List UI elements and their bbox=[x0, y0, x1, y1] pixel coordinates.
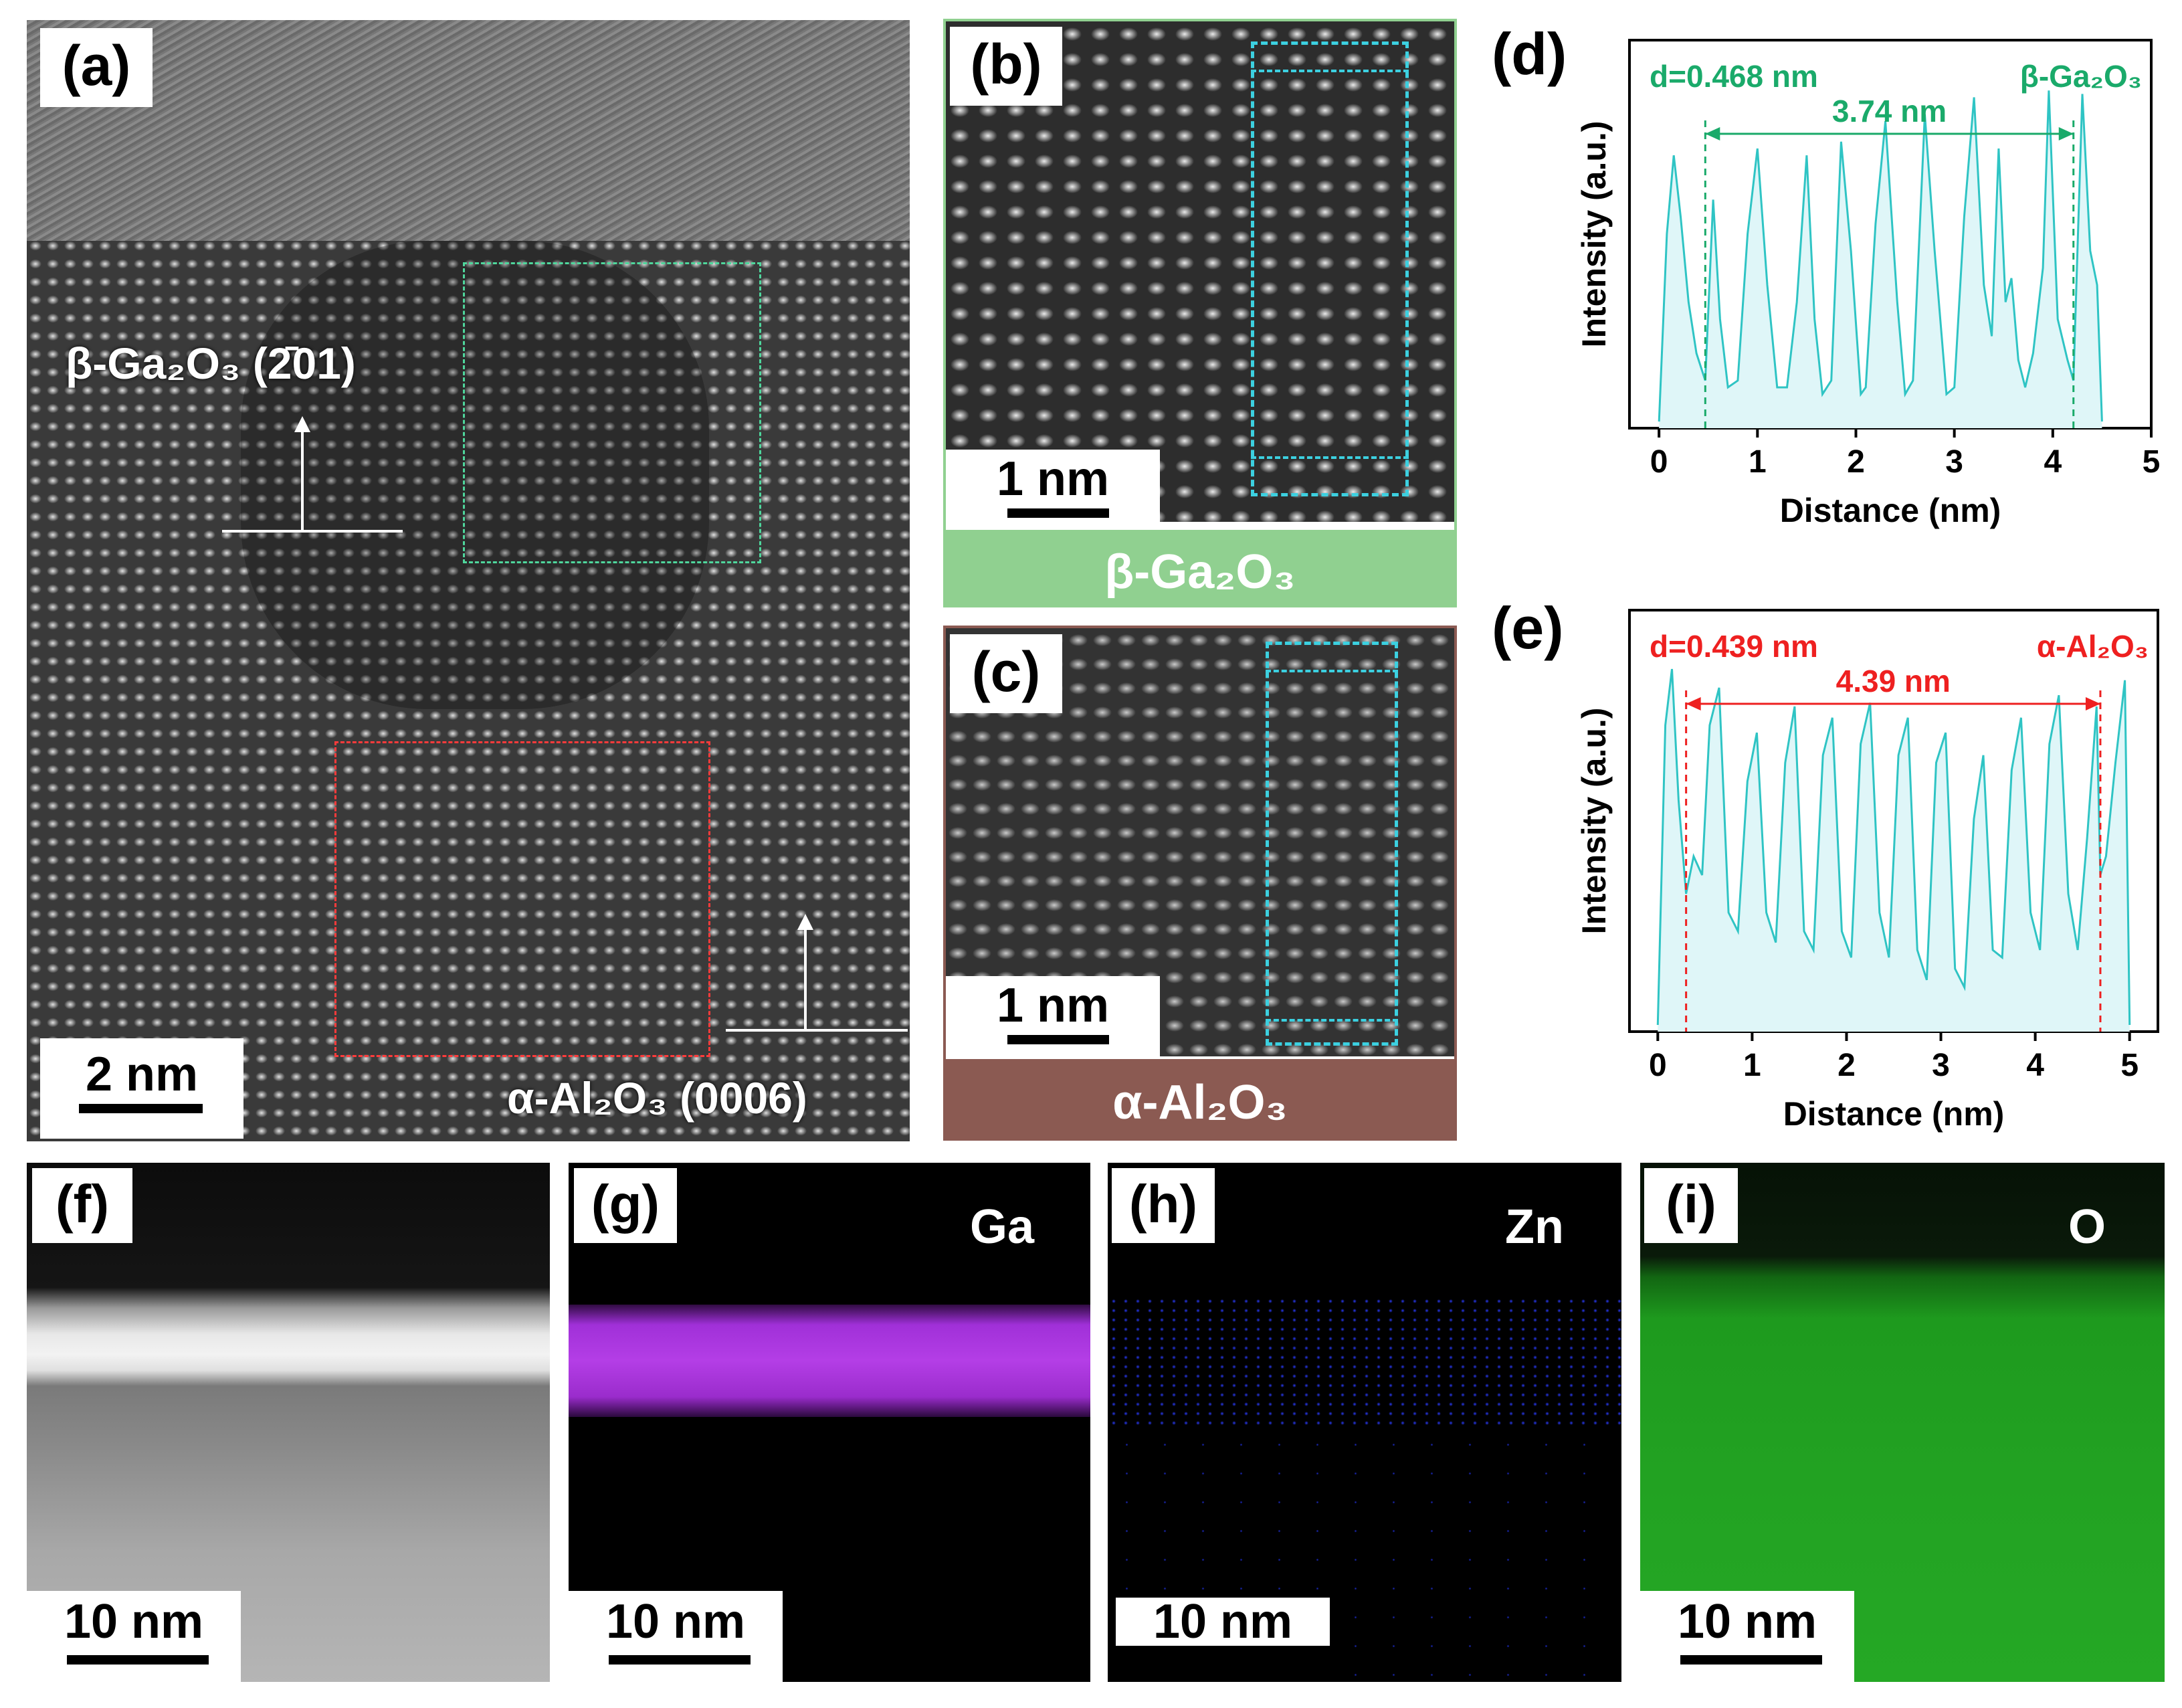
alpha-direction-arrow bbox=[804, 927, 807, 1030]
beta-ga2o3-plane-label: β-Ga₂O₃ (2̄01) bbox=[66, 339, 356, 388]
x-tick-label-3: 3 bbox=[1932, 1048, 1950, 1083]
alpha-al2o3-roi-box bbox=[334, 741, 710, 1057]
panel-b-banner-label: β-Ga₂O₃ bbox=[1104, 545, 1296, 599]
panel-f-tag: (f) bbox=[32, 1168, 132, 1243]
x-tick-label-3: 3 bbox=[1945, 444, 1963, 480]
panel-h-element-label: Zn bbox=[1505, 1200, 1564, 1254]
panel-i-o-map: O 10 nm bbox=[1640, 1163, 2165, 1682]
panel-i-scale-box bbox=[1640, 1591, 1854, 1682]
panel-h-zn-map: Zn 10 nm bbox=[1108, 1163, 1621, 1682]
scale-bar-box bbox=[40, 1038, 243, 1139]
panel-i-tag: (i) bbox=[1644, 1168, 1738, 1243]
span-arrow-head-right bbox=[2085, 697, 2100, 710]
beta-direction-line bbox=[222, 530, 403, 533]
span-label: 4.39 nm bbox=[1836, 664, 1951, 698]
panel-g-element-label: Ga bbox=[970, 1200, 1035, 1254]
x-tick-label-2: 2 bbox=[1838, 1048, 1856, 1083]
panel-c-profile-line-top bbox=[1266, 670, 1398, 672]
panel-h-scale-bar bbox=[1148, 1655, 1290, 1665]
panel-f-scale-box bbox=[27, 1591, 241, 1682]
panel-b-tag: (b) bbox=[950, 27, 1062, 106]
alpha-al2o3-plane-label: α-Al₂O₃ (0006) bbox=[507, 1073, 807, 1123]
panel-g-scale-bar bbox=[609, 1655, 751, 1665]
panel-c-banner-label: α-Al₂O₃ bbox=[1112, 1076, 1288, 1129]
y-axis-label: Intensity (a.u.) bbox=[1575, 121, 1613, 348]
x-tick-label-4: 4 bbox=[2044, 444, 2062, 480]
x-tick-label-1: 1 bbox=[1743, 1048, 1761, 1083]
x-tick-label-5: 5 bbox=[2120, 1048, 2139, 1083]
panel-b-profile-line-bottom bbox=[1251, 456, 1409, 459]
scale-bar-label: 2 nm bbox=[85, 1048, 199, 1101]
panel-f-scale-label: 10 nm bbox=[64, 1595, 204, 1648]
panel-b-line-profile-box bbox=[1251, 41, 1409, 496]
panel-b-scale-label: 1 nm bbox=[996, 452, 1110, 506]
dark-region bbox=[241, 241, 709, 709]
alpha-direction-line bbox=[726, 1029, 908, 1032]
span-arrow-head-left bbox=[1686, 697, 1701, 710]
beta-direction-arrow bbox=[301, 430, 304, 531]
panel-h-scale-label: 10 nm bbox=[1116, 1598, 1330, 1646]
series-area bbox=[1659, 90, 2102, 429]
x-tick-label-4: 4 bbox=[2026, 1048, 2044, 1083]
series-line bbox=[1658, 90, 2103, 422]
y-axis-label: Intensity (a.u.) bbox=[1575, 708, 1613, 935]
panel-f-haadf-image: 10 nm bbox=[27, 1163, 550, 1682]
panel-a-tag: (a) bbox=[40, 28, 153, 107]
panel-g-scale-box bbox=[569, 1591, 783, 1682]
panel-b-frame: 1 nm β-Ga₂O₃ bbox=[943, 19, 1457, 607]
x-tick-label-2: 2 bbox=[1847, 444, 1865, 480]
series-area bbox=[1658, 669, 2130, 1032]
x-tick-label-0: 0 bbox=[1649, 1048, 1667, 1083]
panel-c-line-profile-box bbox=[1266, 642, 1398, 1046]
panel-c-banner bbox=[946, 1059, 1454, 1138]
panel-c-tag: (c) bbox=[950, 634, 1062, 713]
panel-a-hrtem-image: β-Ga₂O₃ (2̄01) α-Al₂O₃ (0006) 2 nm bbox=[27, 20, 910, 1141]
panel-b-banner bbox=[946, 530, 1454, 605]
zn-signal-band bbox=[1108, 1297, 1621, 1430]
panel-c-scale-bar bbox=[1007, 1035, 1109, 1044]
span-arrow-head-right bbox=[2058, 127, 2074, 140]
series-line bbox=[1656, 668, 2131, 1026]
panel-b-scale-bar bbox=[1007, 508, 1109, 518]
panel-i-scale-label: 10 nm bbox=[1677, 1595, 1817, 1648]
scale-bar bbox=[79, 1104, 203, 1113]
amorphous-layer bbox=[27, 20, 910, 241]
panel-c-scale-label: 1 nm bbox=[996, 979, 1110, 1032]
panel-b-profile-line-top bbox=[1251, 70, 1409, 72]
ga-signal-band bbox=[569, 1305, 1090, 1417]
panel-i-scale-bar bbox=[1680, 1655, 1822, 1665]
panel-g-ga-map: Ga 10 nm bbox=[569, 1163, 1090, 1682]
panel-c-frame: 1 nm α-Al₂O₃ bbox=[943, 626, 1457, 1141]
alpha-arrow-head bbox=[797, 914, 813, 930]
beta-arrow-head bbox=[294, 416, 310, 432]
panel-c-profile-line-bottom bbox=[1266, 1019, 1398, 1022]
beta-ga2o3-roi-box bbox=[463, 262, 761, 563]
span-arrow-head-left bbox=[1705, 127, 1720, 140]
panel-e-tag: (e) bbox=[1492, 595, 1564, 661]
panel-i-element-label: O bbox=[2068, 1200, 2106, 1254]
annotation-d-spacing: d=0.439 nm bbox=[1650, 629, 1818, 664]
annotation-phase: α-Al₂O₃ bbox=[2037, 629, 2149, 664]
panel-f-scale-bar bbox=[67, 1655, 209, 1665]
x-tick-label-0: 0 bbox=[1650, 444, 1668, 480]
x-tick-label-5: 5 bbox=[2143, 444, 2161, 480]
panel-g-scale-label: 10 nm bbox=[605, 1595, 746, 1648]
panel-d-line-profile-chart: 3.74 nm d=0.468 nm β-Ga₂O₃ 0 1 2 3 4 5 Distance (… bbox=[1575, 39, 2161, 529]
annotation-d-spacing: d=0.468 nm bbox=[1650, 59, 1818, 94]
span-label: 3.74 nm bbox=[1832, 94, 1947, 128]
x-axis-label: Distance (nm) bbox=[1780, 492, 2001, 529]
annotation-phase: β-Ga₂O₃ bbox=[2020, 59, 2142, 94]
x-axis-label: Distance (nm) bbox=[1783, 1095, 2005, 1133]
panel-d-tag: (d) bbox=[1492, 21, 1567, 87]
x-tick-label-1: 1 bbox=[1749, 444, 1767, 480]
panel-h-tag: (h) bbox=[1112, 1168, 1215, 1243]
panel-e-line-profile-chart: 4.39 nm d=0.439 nm α-Al₂O₃ 0 1 2 3 4 5 Distance (… bbox=[1575, 609, 2159, 1133]
panel-g-tag: (g) bbox=[574, 1168, 677, 1243]
